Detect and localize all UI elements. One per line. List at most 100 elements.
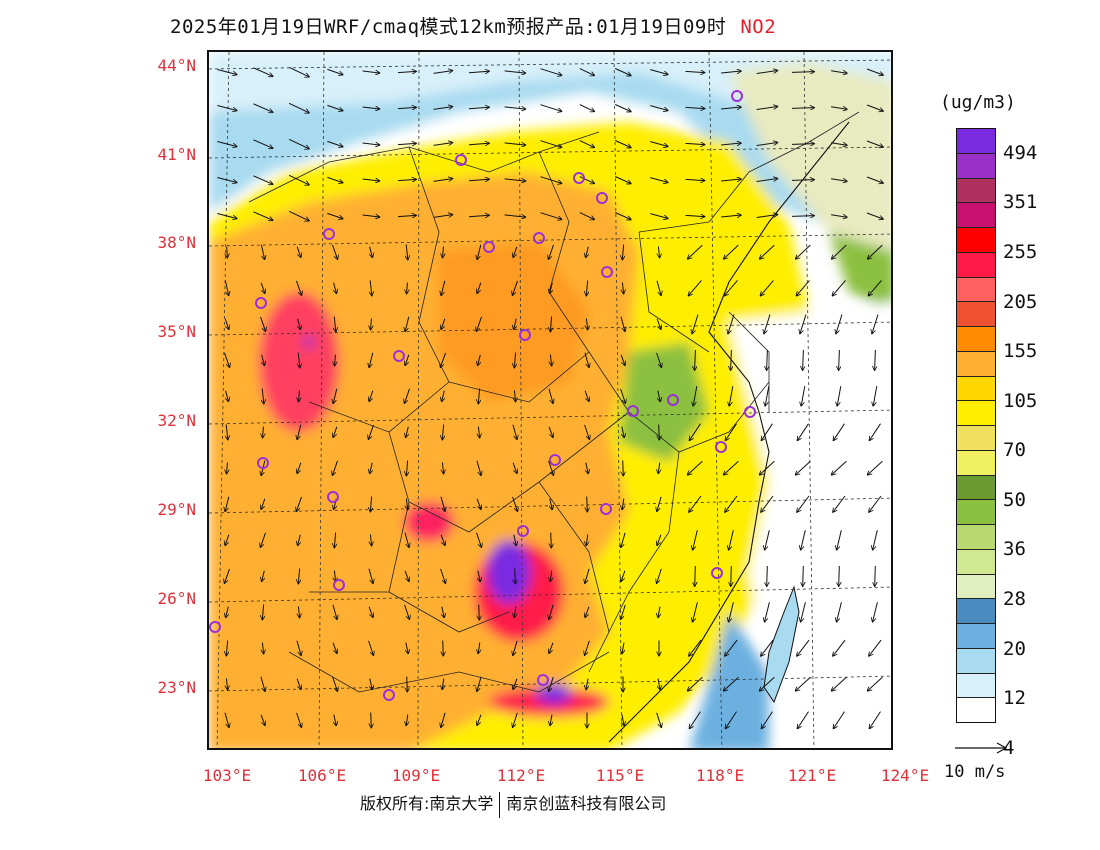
wind-vector [226,606,229,618]
wind-vector [296,678,301,689]
coastline [608,121,850,743]
wind-vector [869,280,882,295]
legend-swatch [957,624,995,649]
wind-vector [658,678,660,690]
wind-vector [512,462,517,473]
wind-vector [831,215,847,218]
copyright-left: 版权所有:南京大学 [360,794,494,813]
wind-vector [762,711,773,729]
legend-swatch [957,327,995,352]
wind-vector [404,604,410,619]
wind-vector [225,568,230,583]
wind-vector [362,143,380,145]
wind-vector [335,354,336,366]
wind-vector [370,280,372,296]
wind-vector [868,460,883,475]
wind-vector [693,602,698,621]
map-canvas [209,52,891,748]
legend-swatch [957,252,995,278]
wind-vector [260,714,265,725]
wind-vector [262,388,264,404]
legend-colorbar [956,128,996,723]
wind-vector [584,424,590,439]
wind-vector [333,426,338,437]
legend-swatch [957,698,995,722]
wind-vector [368,606,373,617]
wind-vector [332,244,338,259]
wind-vector [227,246,228,258]
wind-vector [731,349,732,370]
lon-label-124: 124°E [880,766,930,785]
species-label: NO2 [740,16,777,38]
wind-vector [579,68,594,76]
wind-vector [406,426,409,438]
wind-vector [685,143,705,144]
wind-vector [761,280,774,295]
wind-vector [614,140,631,148]
wind-vector [756,71,778,74]
wind-vector [253,139,272,148]
wind-vector [587,496,588,512]
wind-vector [650,69,667,75]
wind-vector [764,314,771,334]
wind-vector [551,532,552,548]
wind-vector [729,530,734,549]
wind-vector [406,642,408,654]
legend-tick-label: 494 [1003,141,1038,164]
legend-units: (ug/m3) [940,92,1016,113]
wind-vector [476,460,481,475]
wind-vector [685,215,705,216]
wind-vector [478,354,481,366]
wind-vector [585,568,590,583]
wind-vector [586,246,589,258]
wind-vector [549,676,554,691]
wind-vector [440,534,445,545]
wind-vectors [217,66,883,729]
wind-vector [262,604,263,620]
wind-vector [332,604,337,619]
wind-vector [477,316,482,331]
wind-vector [226,678,227,690]
wind-vector [614,68,631,76]
legend-swatch [957,203,995,228]
wind-vector [477,714,482,725]
wind-vector [801,386,806,406]
wind-vector [224,352,230,367]
wind-vector [548,388,553,403]
wind-vector [260,676,265,691]
wind-vector [586,678,588,690]
wind-vector [585,606,590,617]
wind-vector [837,602,842,621]
legend-swatch [957,549,995,575]
wind-vector [442,606,444,618]
wind-vector [327,212,342,218]
wind-vector [622,498,624,510]
wind-vector [262,570,265,582]
wind-vector [442,678,444,690]
legend-swatch [957,574,995,600]
wind-vector [334,532,335,548]
wind-vector [478,642,480,654]
wind-vector [297,496,302,511]
wind-vector [695,349,696,370]
wind-vector [791,72,814,73]
wind-vector [767,565,768,586]
wind-vector [478,426,479,438]
wind-vector [798,423,809,441]
wind-vector [689,639,702,656]
lat-label-29: 29°N [157,500,196,519]
wind-vector [332,642,337,653]
wind-vector [369,424,374,439]
wind-vector [765,530,770,549]
wind-vector [656,712,662,727]
wind-vector [729,602,734,621]
vector-key-label: 10 m/s [944,762,1006,782]
no2-concentration-map[interactable] [207,50,893,750]
wind-vector [513,678,518,689]
wind-vector [837,386,842,406]
wind-vector [726,423,737,441]
legend-swatch [957,401,995,426]
wind-vector [721,107,741,109]
wind-vector [468,179,489,181]
wind-vector [362,179,380,181]
